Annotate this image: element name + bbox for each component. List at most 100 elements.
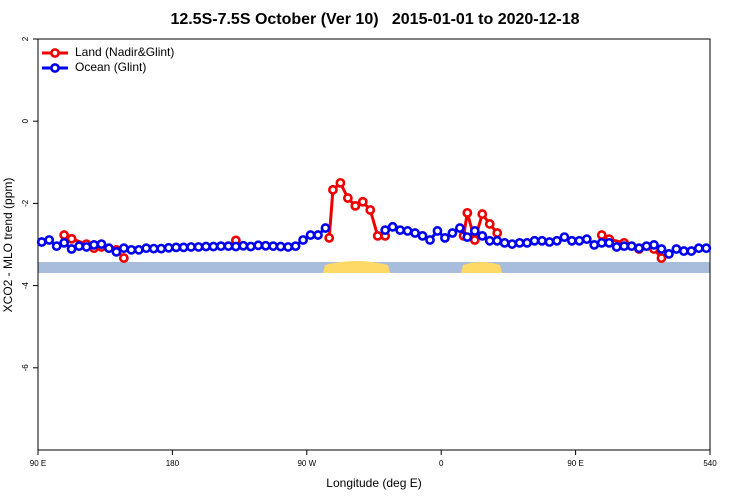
- data-point: [96, 239, 107, 249]
- data-point: [320, 223, 331, 233]
- data-point: [693, 243, 704, 254]
- data-point: [59, 230, 70, 240]
- data-point: [118, 253, 129, 263]
- data-point: [283, 242, 294, 252]
- data-point: [193, 242, 204, 252]
- data-point: [469, 226, 480, 236]
- data-point: [544, 237, 555, 247]
- data-point: [201, 241, 211, 252]
- data-point: [432, 226, 443, 236]
- data-point: [89, 240, 99, 250]
- data-point: [701, 243, 712, 254]
- data-point: [245, 241, 256, 252]
- data-point: [566, 235, 577, 246]
- x-tick-label: 0: [439, 459, 444, 468]
- data-point: [447, 228, 458, 238]
- data-point: [208, 241, 219, 252]
- data-point: [589, 240, 600, 250]
- x-tick-label: 540: [703, 459, 717, 468]
- data-point: [118, 243, 129, 254]
- data-point: [230, 241, 241, 252]
- x-axis-label: Longitude (deg E): [326, 476, 421, 490]
- data-point: [156, 243, 167, 254]
- x-tick-label: 180: [166, 459, 180, 468]
- data-point: [581, 234, 592, 245]
- data-point: [260, 240, 271, 251]
- data-point: [425, 235, 435, 245]
- legend-label: Land (Nadir&Glint): [75, 45, 174, 59]
- data-point: [223, 241, 234, 252]
- data-point: [440, 233, 450, 243]
- data-point: [649, 240, 659, 250]
- data-point: [596, 237, 607, 248]
- data-point: [484, 235, 495, 246]
- data-point: [678, 246, 689, 256]
- data-point: [81, 242, 92, 252]
- data-point: [664, 249, 674, 259]
- data-point: [275, 241, 286, 252]
- data-point: [350, 200, 361, 211]
- data-point: [522, 237, 532, 248]
- data-point: [238, 240, 249, 251]
- legend-marker: [50, 63, 60, 73]
- data-point: [656, 253, 667, 263]
- data-point: [342, 193, 353, 203]
- x-tick-label: 90 E: [567, 459, 583, 468]
- data-point: [469, 235, 480, 245]
- data-point: [641, 241, 652, 252]
- data-point: [559, 232, 570, 243]
- y-tick-label: -4: [21, 281, 30, 289]
- data-point: [611, 242, 622, 252]
- data-point: [36, 237, 47, 247]
- data-point: [59, 237, 70, 248]
- land-ocean-band: [38, 261, 710, 273]
- data-point: [335, 177, 346, 188]
- data-point: [313, 230, 323, 240]
- data-point: [499, 237, 510, 248]
- data-point: [171, 242, 182, 253]
- data-point: [268, 241, 279, 252]
- data-point: [253, 240, 264, 251]
- data-point: [656, 244, 667, 254]
- data-point: [514, 237, 525, 248]
- data-point: [492, 228, 503, 238]
- data-point: [462, 232, 473, 243]
- legend-marker: [50, 48, 60, 58]
- data-point: [634, 243, 644, 254]
- data-point: [365, 205, 376, 215]
- data-point: [604, 237, 615, 248]
- x-tick-label: 90 W: [297, 459, 316, 468]
- data-point: [141, 243, 152, 254]
- data-point: [328, 184, 338, 195]
- data-point: [163, 242, 174, 253]
- data-point: [104, 243, 114, 254]
- data-point: [484, 219, 495, 229]
- land-band: [461, 262, 502, 273]
- data-point: [305, 230, 316, 240]
- data-point: [387, 221, 398, 232]
- data-point: [298, 235, 308, 245]
- data-point: [216, 241, 226, 252]
- data-point: [380, 225, 391, 236]
- data-point: [462, 207, 473, 218]
- data-point: [111, 246, 122, 257]
- data-point: [417, 230, 428, 241]
- data-point: [51, 241, 62, 252]
- land-band: [323, 261, 390, 273]
- data-point: [74, 241, 84, 252]
- y-tick-label: 2: [21, 36, 30, 41]
- data-point: [454, 223, 465, 233]
- data-point: [552, 235, 562, 246]
- data-point: [537, 235, 547, 246]
- y-tick-label: 0: [21, 118, 30, 123]
- data-point: [126, 244, 137, 255]
- data-point: [357, 196, 368, 207]
- data-point: [186, 242, 196, 252]
- data-point: [492, 235, 503, 246]
- data-point: [596, 230, 607, 240]
- data-point: [44, 235, 55, 245]
- data-point: [507, 239, 518, 249]
- data-point: [324, 233, 335, 243]
- data-point: [178, 242, 189, 253]
